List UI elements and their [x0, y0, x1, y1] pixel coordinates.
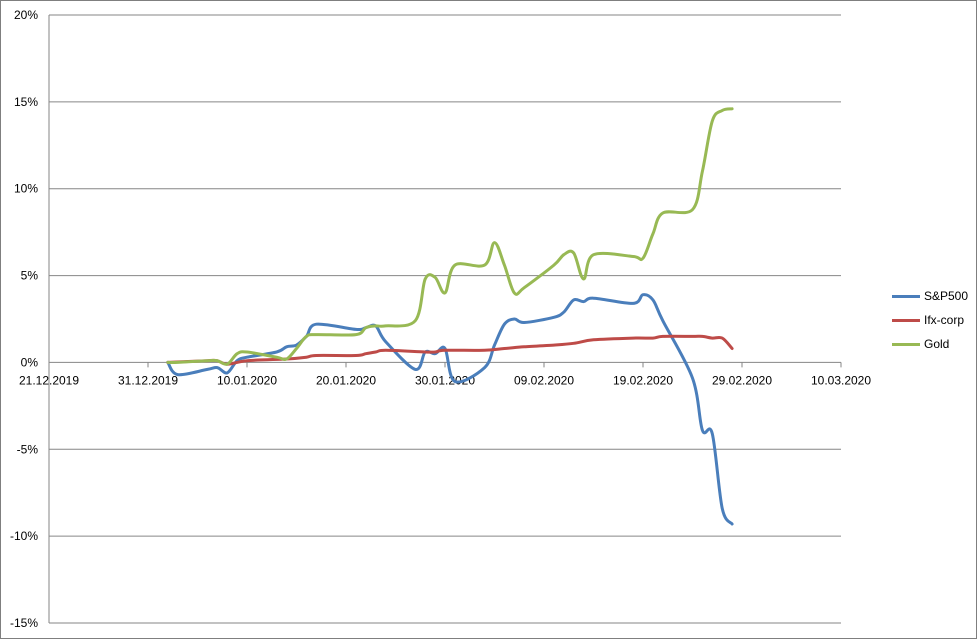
x-tick-label: 10.01.2020 [217, 373, 277, 387]
legend-item-sp500: S&P500 [892, 288, 968, 304]
legend-item-ifx-corp: Ifx-corp [892, 312, 964, 328]
y-tick-label: -10% [10, 529, 38, 543]
legend-swatch-sp500 [892, 294, 920, 298]
y-tick-label: 0% [21, 355, 39, 369]
y-tick-label: 10% [14, 182, 38, 196]
x-axis: 21.12.2019 31.12.2019 10.01.2020 20.01.2020… [19, 15, 871, 623]
series-line-gold [166, 107, 734, 366]
legend-label-gold: Gold [924, 337, 950, 351]
legend-label-sp500: S&P500 [924, 289, 969, 303]
y-tick-label: -15% [10, 616, 38, 630]
legend-item-gold: Gold [892, 336, 949, 352]
y-tick-label: -5% [17, 442, 39, 456]
x-tick-label: 30.01.2020 [415, 373, 475, 387]
series-line-ifx-corp [166, 334, 734, 366]
x-tick-label: 20.01.2020 [316, 373, 376, 387]
legend-swatch-gold [892, 342, 920, 346]
x-tick-label: 29.02.2020 [712, 373, 772, 387]
y-tick-label: 20% [14, 8, 38, 22]
x-tick-label: 21.12.2019 [19, 373, 79, 387]
legend-swatch-ifx-corp [892, 318, 920, 322]
x-tick-label: 31.12.2019 [118, 373, 178, 387]
series-lines [166, 107, 734, 526]
x-tick-label: 10.03.2020 [811, 373, 871, 387]
x-tick-label: 09.02.2020 [514, 373, 574, 387]
series-line-s-p500 [166, 293, 734, 526]
gridlines [49, 14, 841, 624]
y-tick-label: 15% [14, 95, 38, 109]
x-tick-label: 19.02.2020 [613, 373, 673, 387]
y-axis-tick-labels: -15% -10% -5% 0% 5% 10% 15% 20% [10, 8, 38, 630]
y-tick-label: 5% [21, 269, 39, 283]
legend-label-ifx-corp: Ifx-corp [924, 313, 965, 327]
